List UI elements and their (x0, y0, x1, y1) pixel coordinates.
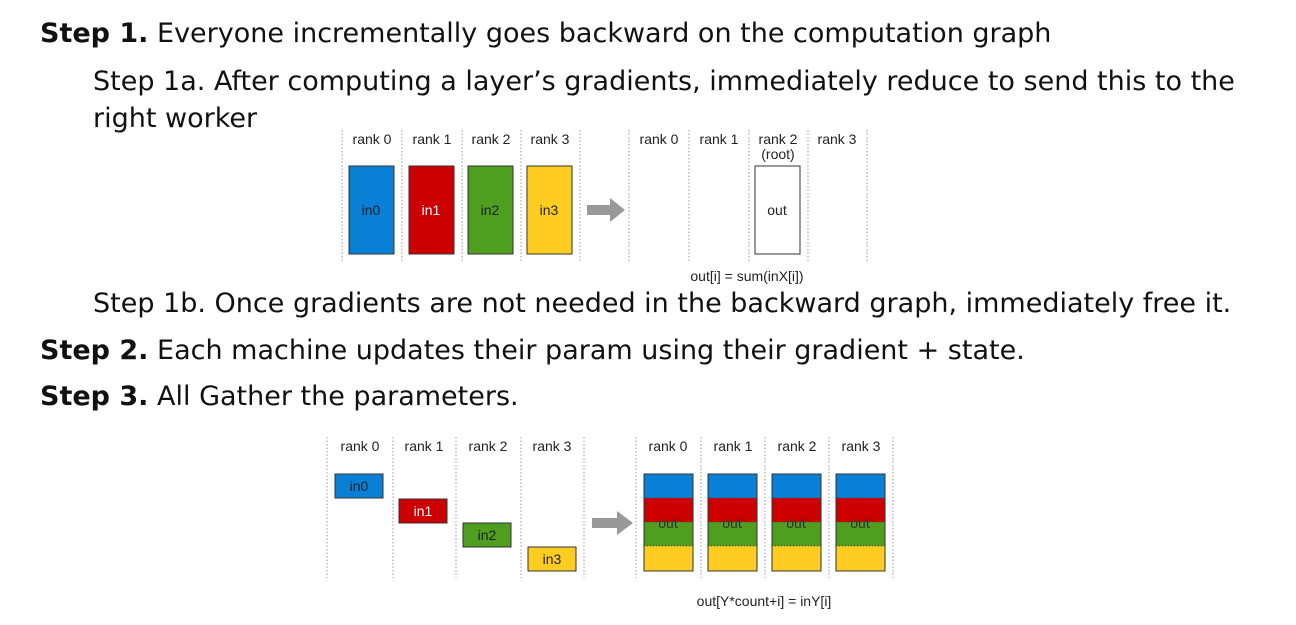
step-2: Step 2. Each machine updates their param… (40, 335, 1025, 366)
allgather-out-rank-0: out (643, 473, 694, 572)
allgather-caption: out[Y*count+i] = inY[i] (697, 593, 832, 609)
reduce-diagram: rank 0 rank 1 rank 2 rank 3 in0 in1 in2 … (341, 130, 868, 284)
step-3-text: All Gather the parameters. (148, 381, 519, 412)
step-3-label: Step 3. (40, 381, 149, 412)
step-1a-line-2: right worker (93, 103, 258, 134)
reduce-block-in3 (526, 165, 573, 255)
allgather-block-in3 (527, 546, 577, 572)
allgather-left-rank-1: rank 1 (405, 438, 444, 454)
allgather-right-rank-3: rank 3 (842, 438, 881, 454)
allgather-out-label-3: out (850, 515, 870, 531)
allgather-arrow-icon (592, 511, 633, 535)
reduce-arrow-icon (587, 198, 625, 222)
allgather-label-in1: in1 (414, 503, 433, 519)
step-3: Step 3. All Gather the parameters. (40, 381, 519, 412)
step-1a-line-1: Step 1a. After computing a layer’s gradi… (93, 66, 1235, 97)
allgather-block-in0 (334, 473, 384, 499)
allgather-left-rank-2: rank 2 (469, 438, 508, 454)
reduce-block-in1 (408, 165, 455, 255)
allgather-label-in0: in0 (350, 478, 369, 494)
allgather-right-rank-2: rank 2 (778, 438, 817, 454)
allgather-block-in2 (462, 522, 512, 548)
reduce-block-out (754, 165, 801, 255)
reduce-label-in0: in0 (362, 202, 381, 218)
allgather-out-rank-1: out (707, 473, 758, 572)
allgather-left-dividers (326, 437, 585, 578)
allgather-out-label-0: out (658, 515, 678, 531)
allgather-right-rank-1: rank 1 (714, 438, 753, 454)
allgather-label-in2: in2 (478, 527, 497, 543)
reduce-right-rank-0: rank 0 (640, 131, 679, 147)
reduce-right-rank-3: rank 3 (818, 131, 857, 147)
allgather-out-label-1: out (722, 515, 742, 531)
step-1b: Step 1b. Once gradients are not needed i… (93, 288, 1232, 319)
reduce-left-rank-3: rank 3 (531, 131, 570, 147)
step-1-text: Everyone incrementally goes backward on … (148, 18, 1052, 49)
step-2-text: Each machine updates their param using t… (148, 335, 1025, 366)
allgather-out-label-2: out (786, 515, 806, 531)
step-2-label: Step 2. (40, 335, 149, 366)
reduce-label-in1: in1 (422, 202, 441, 218)
reduce-left-dividers (341, 130, 581, 262)
step-1: Step 1. Everyone incrementally goes back… (40, 18, 1051, 49)
reduce-left-rank-2: rank 2 (472, 131, 511, 147)
step-1-label: Step 1. (40, 18, 149, 49)
reduce-label-in3: in3 (540, 202, 559, 218)
reduce-out-label: out (767, 202, 787, 218)
allgather-label-in3: in3 (543, 551, 562, 567)
allgather-diagram: rank 0 rank 1 rank 2 rank 3 in0 in1 in2 … (326, 437, 894, 609)
reduce-root-label: (root) (761, 146, 794, 162)
allgather-left-rank-0: rank 0 (341, 438, 380, 454)
reduce-caption: out[i] = sum(inX[i]) (690, 268, 803, 284)
reduce-right-rank-1: rank 1 (700, 131, 739, 147)
reduce-right-rank-2: rank 2 (759, 131, 798, 147)
allgather-right-dividers (635, 437, 894, 578)
reduce-block-in0 (348, 165, 395, 255)
allgather-right-rank-0: rank 0 (649, 438, 688, 454)
allgather-block-in1 (398, 498, 448, 524)
reduce-right-dividers (628, 130, 868, 262)
reduce-label-in2: in2 (481, 202, 500, 218)
reduce-left-rank-1: rank 1 (413, 131, 452, 147)
allgather-left-rank-3: rank 3 (533, 438, 572, 454)
reduce-left-rank-0: rank 0 (353, 131, 392, 147)
allgather-out-rank-3: out (835, 473, 886, 572)
allgather-out-rank-2: out (771, 473, 822, 572)
reduce-block-in2 (467, 165, 514, 255)
